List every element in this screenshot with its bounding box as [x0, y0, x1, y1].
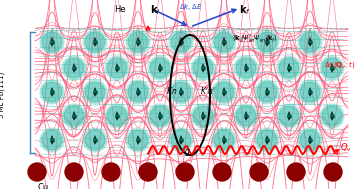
Circle shape	[171, 32, 191, 52]
Circle shape	[40, 80, 64, 104]
Text: 5 ML Pb(111): 5 ML Pb(111)	[0, 72, 5, 118]
Circle shape	[83, 128, 107, 152]
Circle shape	[148, 104, 172, 128]
Circle shape	[234, 104, 258, 128]
Circle shape	[42, 130, 62, 150]
Circle shape	[320, 56, 344, 80]
Circle shape	[42, 82, 62, 102]
Circle shape	[279, 58, 299, 78]
Circle shape	[128, 82, 148, 102]
Circle shape	[169, 30, 193, 54]
Text: $Q_\nu$: $Q_\nu$	[340, 142, 352, 154]
Circle shape	[128, 32, 148, 52]
Circle shape	[28, 163, 46, 181]
Circle shape	[324, 163, 342, 181]
Circle shape	[257, 32, 277, 52]
Circle shape	[40, 30, 64, 54]
Circle shape	[300, 32, 320, 52]
Circle shape	[320, 104, 344, 128]
Circle shape	[255, 128, 279, 152]
Text: $\mathbf{k}_f$: $\mathbf{k}_f$	[239, 3, 251, 17]
Circle shape	[150, 58, 170, 78]
Circle shape	[65, 163, 83, 181]
Circle shape	[322, 106, 342, 126]
Circle shape	[298, 80, 322, 104]
Circle shape	[214, 130, 234, 150]
Circle shape	[85, 82, 105, 102]
Circle shape	[126, 128, 150, 152]
Circle shape	[193, 106, 213, 126]
Text: $K'n'$: $K'n'$	[200, 84, 216, 95]
Text: $Kn$: $Kn$	[166, 84, 178, 95]
Circle shape	[212, 80, 236, 104]
Text: $g$: $g$	[184, 147, 190, 159]
Circle shape	[234, 56, 258, 80]
Circle shape	[128, 130, 148, 150]
Circle shape	[322, 58, 342, 78]
Circle shape	[257, 130, 277, 150]
Circle shape	[148, 56, 172, 80]
Circle shape	[102, 163, 120, 181]
Circle shape	[214, 32, 234, 52]
Circle shape	[107, 106, 127, 126]
Circle shape	[169, 80, 193, 104]
Circle shape	[213, 163, 231, 181]
Circle shape	[236, 58, 256, 78]
Circle shape	[255, 30, 279, 54]
Circle shape	[279, 106, 299, 126]
Circle shape	[83, 30, 107, 54]
Circle shape	[83, 80, 107, 104]
Circle shape	[126, 30, 150, 54]
Circle shape	[150, 106, 170, 126]
Circle shape	[277, 56, 301, 80]
Text: $\Delta k,\Delta E$: $\Delta k,\Delta E$	[179, 2, 203, 12]
Circle shape	[300, 82, 320, 102]
Circle shape	[298, 30, 322, 54]
Circle shape	[171, 82, 191, 102]
Circle shape	[212, 30, 236, 54]
Circle shape	[298, 128, 322, 152]
Circle shape	[171, 130, 191, 150]
Text: $\langle\mathbf{k}_i|\Psi^*_{\kappa n}\Psi_{\kappa n}|\mathbf{k}_f\rangle$: $\langle\mathbf{k}_i|\Psi^*_{\kappa n}\P…	[232, 33, 278, 46]
Circle shape	[214, 82, 234, 102]
Circle shape	[85, 130, 105, 150]
Circle shape	[139, 163, 157, 181]
Circle shape	[62, 56, 86, 80]
Text: He: He	[114, 5, 126, 14]
Circle shape	[105, 104, 129, 128]
Circle shape	[255, 80, 279, 104]
Circle shape	[64, 106, 84, 126]
Circle shape	[257, 82, 277, 102]
Circle shape	[105, 56, 129, 80]
Circle shape	[107, 58, 127, 78]
Circle shape	[85, 32, 105, 52]
Circle shape	[42, 32, 62, 52]
Text: $\mathbf{k}_i$: $\mathbf{k}_i$	[150, 3, 160, 17]
Circle shape	[236, 106, 256, 126]
Circle shape	[176, 163, 194, 181]
Circle shape	[193, 58, 213, 78]
Circle shape	[191, 104, 215, 128]
Circle shape	[287, 163, 305, 181]
Circle shape	[169, 128, 193, 152]
Circle shape	[64, 58, 84, 78]
Circle shape	[250, 163, 268, 181]
Circle shape	[191, 56, 215, 80]
Circle shape	[212, 128, 236, 152]
Text: $\Delta n(\mathbf{Q}_\nu,t)$: $\Delta n(\mathbf{Q}_\nu,t)$	[324, 60, 355, 70]
Circle shape	[62, 104, 86, 128]
Text: Cu: Cu	[38, 183, 49, 189]
Circle shape	[300, 130, 320, 150]
Circle shape	[277, 104, 301, 128]
Circle shape	[126, 80, 150, 104]
Circle shape	[40, 128, 64, 152]
